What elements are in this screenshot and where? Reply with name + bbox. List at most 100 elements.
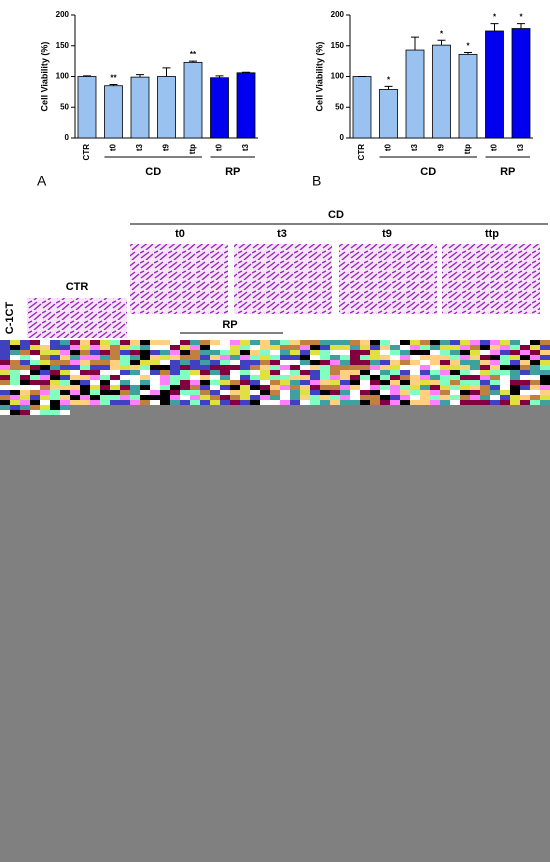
- artifact: [40, 395, 50, 400]
- artifact: [80, 345, 90, 350]
- artifact: [410, 345, 420, 350]
- artifact: [210, 400, 220, 405]
- artifact: [420, 360, 430, 365]
- artifact: [320, 350, 330, 355]
- artifact: [330, 370, 340, 375]
- artifact: [540, 350, 550, 355]
- artifact: [370, 390, 380, 395]
- artifact: [10, 370, 20, 375]
- artifact: [530, 380, 540, 385]
- artifact: [200, 395, 210, 400]
- artifact: [450, 340, 460, 345]
- artifact: [410, 395, 420, 400]
- artifact: [270, 385, 280, 390]
- artifact: [90, 385, 100, 390]
- artifact: [540, 395, 550, 400]
- artifact: [0, 345, 10, 350]
- artifact: [50, 390, 60, 395]
- artifact: [480, 350, 490, 355]
- artifact: [440, 355, 450, 360]
- artifact: [510, 380, 520, 385]
- artifact: [340, 345, 350, 350]
- artifact: [280, 350, 290, 355]
- artifact: [70, 370, 80, 375]
- artifact: [30, 350, 40, 355]
- artifact: [310, 355, 320, 360]
- artifact: [310, 400, 320, 405]
- artifact: [420, 370, 430, 375]
- micrograph: [27, 298, 127, 338]
- artifact: [10, 345, 20, 350]
- artifact: [230, 375, 240, 380]
- col-label: t9: [382, 228, 392, 240]
- artifact: [450, 360, 460, 365]
- artifact: [340, 380, 350, 385]
- artifact: [380, 350, 390, 355]
- artifact: [170, 400, 180, 405]
- artifact: [30, 405, 40, 410]
- artifact: [520, 385, 530, 390]
- artifact: [140, 345, 150, 350]
- artifact: [310, 395, 320, 400]
- artifact: [510, 395, 520, 400]
- artifact: [30, 410, 40, 415]
- artifact: [400, 345, 410, 350]
- artifact: [270, 340, 280, 345]
- artifact: [360, 390, 370, 395]
- artifact: [310, 390, 320, 395]
- artifact: [330, 340, 340, 345]
- artifact: [0, 385, 10, 390]
- artifact: [40, 380, 50, 385]
- artifact: [140, 400, 150, 405]
- artifact: [30, 385, 40, 390]
- artifact: [240, 350, 250, 355]
- artifact: [250, 365, 260, 370]
- artifact: [390, 385, 400, 390]
- x-tick-label: t3: [516, 143, 525, 151]
- artifact: [180, 340, 190, 345]
- artifact: [530, 375, 540, 380]
- artifact: [220, 350, 230, 355]
- artifact: [230, 360, 240, 365]
- artifact: [500, 340, 510, 345]
- artifact: [450, 390, 460, 395]
- artifact: [160, 375, 170, 380]
- artifact: [180, 380, 190, 385]
- artifact-band: [0, 340, 550, 415]
- artifact: [20, 405, 30, 410]
- artifact: [170, 350, 180, 355]
- artifact: [100, 340, 110, 345]
- artifact: [500, 375, 510, 380]
- artifact: [480, 395, 490, 400]
- artifact: [40, 410, 50, 415]
- artifact: [30, 395, 40, 400]
- group-label: RP: [225, 166, 240, 178]
- artifact: [10, 365, 20, 370]
- artifact: [380, 375, 390, 380]
- error-bar: [162, 67, 171, 77]
- artifact: [430, 400, 440, 405]
- artifact: [440, 385, 450, 390]
- significance: **: [190, 50, 197, 59]
- artifact: [240, 395, 250, 400]
- artifact: [360, 350, 370, 355]
- artifact: [460, 395, 470, 400]
- artifact: [310, 340, 320, 345]
- significance: *: [519, 13, 523, 22]
- artifact: [460, 380, 470, 385]
- artifact: [490, 370, 500, 375]
- artifact: [280, 375, 290, 380]
- artifact: [370, 380, 380, 385]
- artifact: [260, 340, 270, 345]
- artifact: [190, 365, 200, 370]
- artifact: [300, 370, 310, 375]
- artifact: [380, 395, 390, 400]
- artifact: [0, 405, 10, 410]
- artifact: [20, 390, 30, 395]
- artifact: [90, 375, 100, 380]
- artifact: [150, 400, 160, 405]
- artifact: [70, 360, 80, 365]
- bar: [236, 72, 256, 139]
- artifact: [280, 365, 290, 370]
- artifact: [400, 400, 410, 405]
